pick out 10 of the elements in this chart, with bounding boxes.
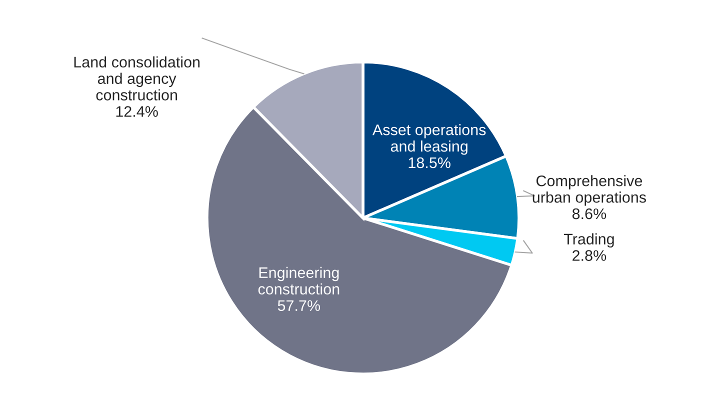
data-label: 2.8% xyxy=(572,250,606,261)
data-label: 18.5% xyxy=(408,157,450,168)
slice-label: Land consolidation and agency construction xyxy=(74,56,200,100)
data-label: 12.4% xyxy=(116,106,158,117)
data-label: 57.7% xyxy=(278,300,320,311)
data-label: 8.6% xyxy=(572,208,606,220)
slice-label: Comprehensive urban operations xyxy=(532,175,646,206)
slice-label: Engineering construction xyxy=(258,266,340,295)
slice-label: Trading xyxy=(564,233,614,248)
slice-label: Asset operations and leasing xyxy=(372,124,486,155)
